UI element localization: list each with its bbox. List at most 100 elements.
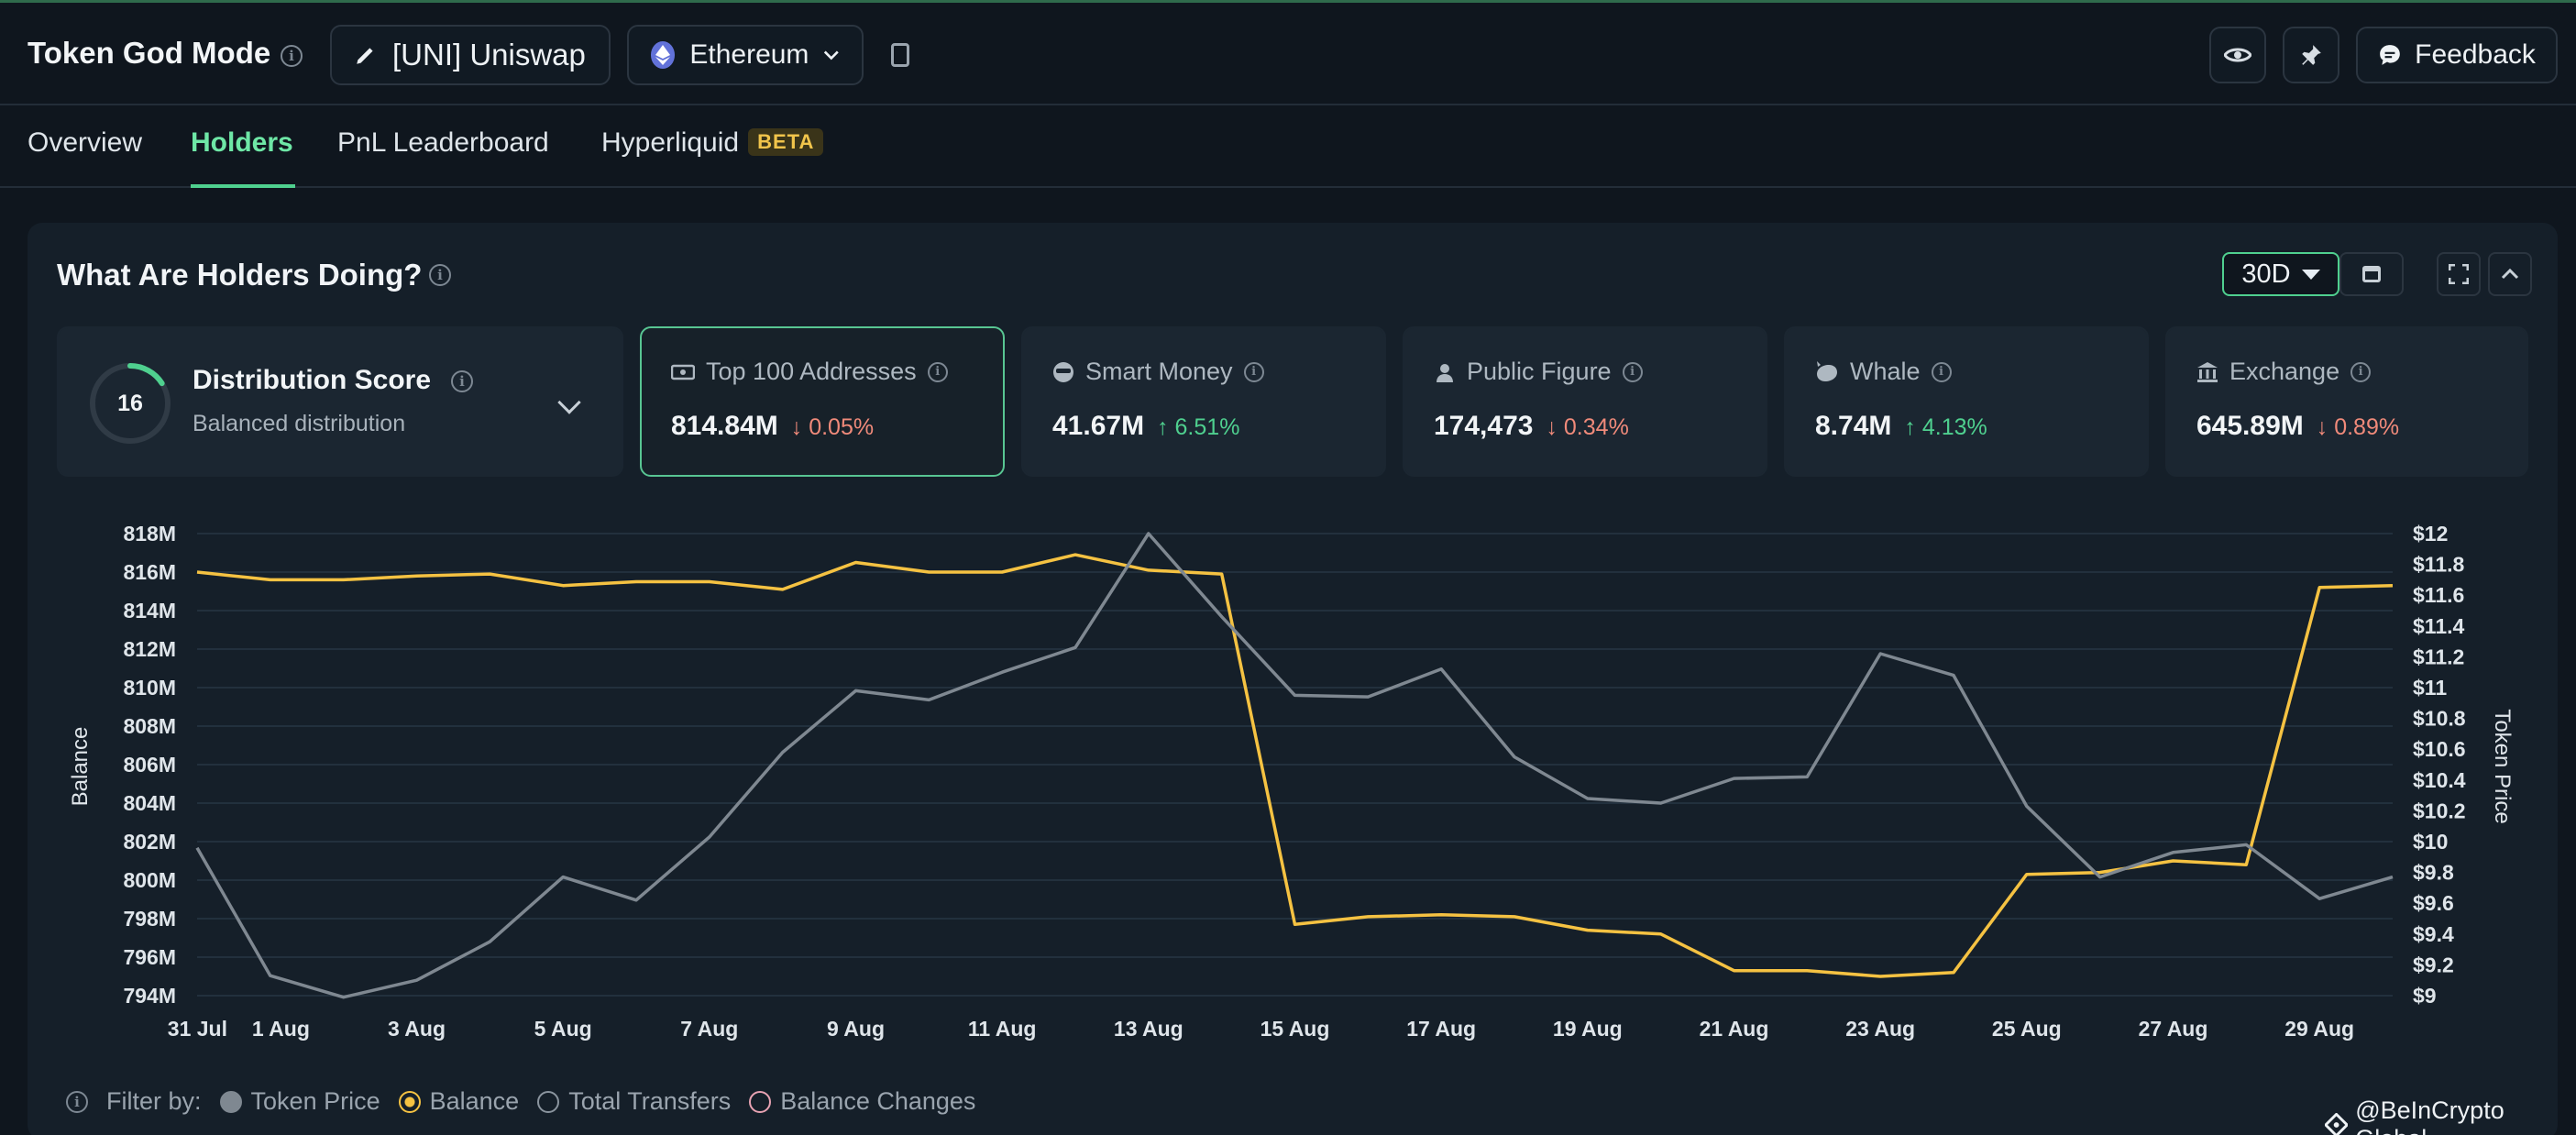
filter-item-label: Balance: [429, 1087, 520, 1115]
change-down: ↓ 0.05%: [791, 414, 874, 441]
y2-tick-label: $11.8: [2413, 553, 2464, 577]
radio-empty-icon: [537, 1090, 560, 1113]
info-icon[interactable]: i: [2350, 361, 2372, 382]
beta-badge: BETA: [748, 128, 824, 156]
y-tick-label: 816M: [123, 560, 176, 584]
x-tick-label: 11 Aug: [968, 1017, 1037, 1041]
y2-tick-label: $9: [2413, 984, 2437, 1008]
chevron-down-icon: [824, 50, 840, 61]
x-tick-label: 1 Aug: [252, 1017, 310, 1041]
y2-tick-label: $10.2: [2413, 799, 2466, 822]
y-tick-label: 808M: [123, 714, 176, 738]
calendar-button[interactable]: [2339, 252, 2404, 296]
info-icon[interactable]: i: [429, 264, 451, 286]
change-value: 6.51%: [1174, 414, 1240, 440]
chain-label: Ethereum: [689, 39, 809, 70]
y2-tick-label: $10.4: [2413, 768, 2466, 792]
change-down: ↓ 0.34%: [1546, 414, 1628, 441]
card-smart-money[interactable]: Smart Money i 41.67M ↑ 6.51%: [1021, 326, 1386, 477]
y-tick-label: 796M: [123, 945, 176, 969]
copy-icon[interactable]: [891, 43, 909, 67]
feedback-label: Feedback: [2415, 39, 2536, 70]
x-tick-label: 29 Aug: [2284, 1017, 2354, 1041]
token-selector-button[interactable]: [UNI] Uniswap: [330, 25, 611, 85]
card-public-figure[interactable]: Public Figure i 174,473 ↓ 0.34%: [1403, 326, 1767, 477]
y-tick-label: 798M: [123, 907, 176, 931]
y-tick-label: 812M: [123, 637, 176, 661]
tab-overview[interactable]: Overview: [28, 127, 143, 158]
expand-icon: [2449, 264, 2469, 284]
range-dropdown[interactable]: 30D: [2222, 252, 2339, 296]
range-label: 30D: [2241, 259, 2291, 289]
radio-filled-icon: [219, 1090, 242, 1113]
y-tick-label: 814M: [123, 599, 176, 623]
info-icon[interactable]: i: [1622, 361, 1643, 382]
card-whale[interactable]: Whale i 8.74M ↑ 4.13%: [1784, 326, 2149, 477]
info-icon[interactable]: i: [1931, 361, 1952, 382]
watch-button[interactable]: [2209, 27, 2266, 83]
info-icon[interactable]: i: [451, 370, 473, 392]
y-tick-label: 794M: [123, 984, 176, 1008]
info-icon[interactable]: i: [927, 361, 948, 382]
card-label: Exchange: [2229, 358, 2340, 385]
radio-empty-icon: [749, 1090, 772, 1113]
card-label: Smart Money: [1085, 358, 1233, 385]
arrow-down-icon: ↓: [2316, 414, 2335, 440]
whale-icon: [1817, 360, 1837, 381]
card-value: 814.84M: [671, 411, 778, 441]
y2-tick-label: $11.6: [2413, 583, 2464, 607]
app-title: Token God Mode: [28, 36, 271, 70]
tab-hyperliquid-label: Hyperliquid: [601, 127, 740, 158]
info-icon[interactable]: i: [281, 45, 303, 67]
x-tick-label: 25 Aug: [1992, 1017, 2062, 1041]
card-label: Public Figure: [1467, 358, 1612, 385]
score-value: 16: [117, 390, 143, 416]
y-tick-label: 818M: [123, 522, 176, 545]
change-up: ↑ 6.51%: [1157, 414, 1239, 441]
card-exchange[interactable]: Exchange i 645.89M ↓ 0.89%: [2165, 326, 2528, 477]
watermark-text: @BeInCrypto Global: [2355, 1096, 2504, 1135]
arrow-up-icon: ↑: [1157, 414, 1175, 440]
card-label: Top 100 Addresses: [706, 358, 917, 385]
top-accent-line: [0, 0, 2576, 3]
tab-hyperliquid[interactable]: Hyperliquid BETA: [601, 127, 824, 188]
filter-balance-changes[interactable]: Balance Changes: [749, 1087, 975, 1116]
tab-pnl-leaderboard[interactable]: PnL Leaderboard: [337, 127, 549, 158]
feedback-button[interactable]: Feedback: [2356, 27, 2558, 83]
card-value: 645.89M: [2196, 411, 2304, 441]
x-tick-label: 5 Aug: [534, 1017, 592, 1041]
score-gauge: [90, 363, 171, 444]
arrow-up-icon: ↑: [1904, 414, 1922, 440]
collapse-button[interactable]: [2488, 252, 2532, 296]
info-icon[interactable]: i: [66, 1090, 88, 1113]
pencil-icon: [357, 48, 373, 64]
x-tick-label: 7 Aug: [680, 1017, 738, 1041]
calendar-icon: [2362, 266, 2381, 282]
tab-holders[interactable]: Holders: [191, 127, 295, 188]
filter-label: Filter by:: [106, 1087, 202, 1115]
distribution-title: Distribution Score: [193, 365, 432, 395]
x-tick-label: 19 Aug: [1553, 1017, 1623, 1041]
pin-button[interactable]: [2283, 27, 2339, 83]
chain-selector-dropdown[interactable]: Ethereum: [627, 25, 864, 85]
filter-balance[interactable]: Balance: [398, 1087, 520, 1116]
filter-token-price[interactable]: Token Price: [219, 1087, 380, 1116]
distribution-score-card[interactable]: 16 Distribution Score i Balanced distrib…: [57, 326, 623, 477]
filter-total-transfers[interactable]: Total Transfers: [537, 1087, 731, 1116]
chevron-up-icon: [2501, 268, 2519, 280]
watermark: @BeInCrypto Global: [2325, 1096, 2576, 1135]
eye-icon: [2224, 48, 2251, 62]
card-value: 8.74M: [1815, 411, 1892, 441]
change-down: ↓ 0.89%: [2317, 414, 2399, 441]
y-tick-label: 810M: [123, 676, 176, 700]
fullscreen-button[interactable]: [2437, 252, 2481, 296]
card-top-100-addresses[interactable]: Top 100 Addresses i 814.84M ↓ 0.05%: [640, 326, 1005, 477]
y2-tick-label: $11.2: [2413, 645, 2464, 668]
arrow-down-icon: ↓: [1546, 414, 1564, 440]
y2-tick-label: $10: [2413, 830, 2448, 854]
y2-axis-title: Token Price: [2490, 709, 2515, 823]
y2-tick-label: $9.2: [2413, 953, 2454, 976]
y2-tick-label: $11: [2413, 676, 2447, 700]
info-icon[interactable]: i: [1243, 361, 1264, 382]
